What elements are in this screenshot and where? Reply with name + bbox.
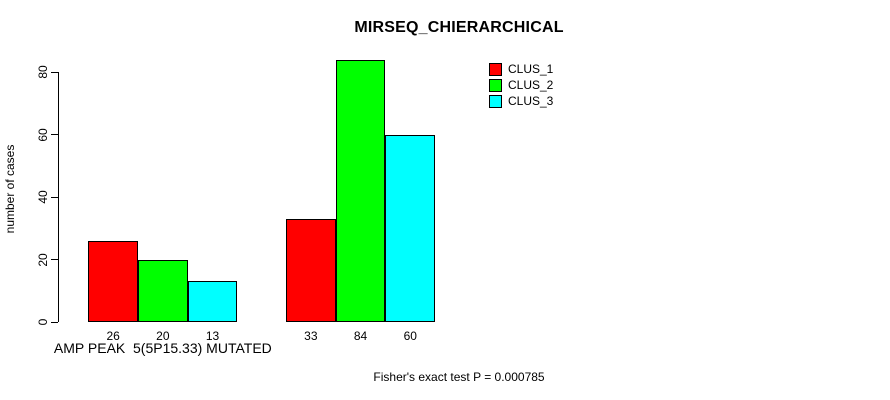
legend: CLUS_1 CLUS_2 CLUS_3 [489,63,553,108]
y-axis-tick-label: 20 [36,252,50,267]
bar-value-label: 20 [156,329,170,343]
y-axis-tick-label: 60 [36,127,50,142]
y-axis-title: number of cases [3,144,17,234]
y-axis-tick-label: 40 [36,190,50,204]
y-axis-tick [51,71,58,73]
legend-label: CLUS_2 [508,78,554,92]
legend-swatch-clus_1 [489,63,502,76]
bar-value-label: 84 [353,329,368,343]
bar-clus_1-group-1 [88,240,138,322]
bar-clus_2-group-2 [335,59,386,322]
chart-title: MIRSEQ_CHIERARCHICAL [354,19,564,36]
legend-swatch-clus_3 [489,95,502,108]
legend-label: CLUS_1 [508,62,554,76]
x-group-label: AMP PEAK 5(5P15.33) MUTATED [53,340,272,356]
y-axis-tick [51,196,58,198]
bar-value-label: 60 [403,329,417,343]
legend-swatch-clus_2 [489,79,502,92]
y-axis-tick [51,259,58,260]
bar-clus_1-group-2 [286,218,336,322]
y-axis-line [58,72,59,322]
bar-clus_3-group-2 [385,134,436,322]
bar-value-label: 13 [205,329,220,343]
y-axis-tick [51,134,58,135]
bar-value-label: 33 [304,329,318,343]
y-axis-tick-label: 80 [36,65,50,79]
bar-clus_2-group-1 [138,259,188,322]
y-axis-tick [51,321,58,323]
fisher-test-annotation: Fisher's exact test P = 0.000785 [373,370,545,384]
bar-value-label: 26 [106,329,120,343]
legend-item-clus_3: CLUS_3 [489,95,553,108]
legend-label: CLUS_3 [508,94,554,108]
y-axis-tick-label: 0 [36,318,50,326]
legend-item-clus_1: CLUS_1 [489,63,553,76]
bar-clus_3-group-1 [187,281,238,322]
legend-item-clus_2: CLUS_2 [489,79,553,92]
